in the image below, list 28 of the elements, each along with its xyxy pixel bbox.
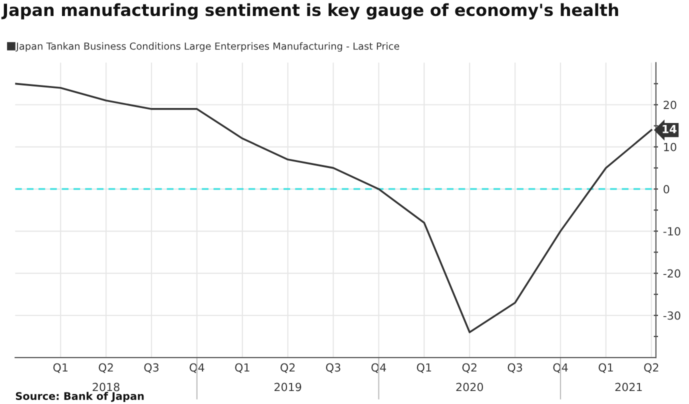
data-label: 14 bbox=[662, 124, 676, 134]
x-tick-label: Q3 bbox=[508, 363, 522, 373]
x-tick-label: Q2 bbox=[98, 363, 113, 373]
x-tick-label: Q2 bbox=[280, 363, 295, 373]
x-tick-label: Q3 bbox=[144, 363, 159, 373]
legend-label: Japan Tankan Business Conditions Large Enterprises Manufacturing - Last Price bbox=[16, 42, 400, 52]
y-tick-label: -10 bbox=[663, 227, 680, 236]
chart-title: Japan manufacturing sentiment is key gauge of economy's health bbox=[1, 3, 618, 20]
x-tick-label: Q1 bbox=[235, 363, 250, 373]
y-tick-label: -20 bbox=[663, 269, 680, 278]
text: 2019 bbox=[274, 382, 302, 392]
x-tick-label: Q4 bbox=[190, 363, 204, 373]
x-tick-label: Q1 bbox=[598, 363, 613, 373]
x-tick-label: Q2 bbox=[644, 363, 658, 373]
source-note: Source: Bank of Japan bbox=[16, 392, 144, 402]
x-tick-label: Q1 bbox=[416, 363, 432, 373]
y-tick-label: 10 bbox=[664, 142, 676, 152]
text: 2020 bbox=[456, 382, 484, 392]
x-tick-label: Q2 bbox=[462, 363, 476, 373]
text: 2021 bbox=[615, 382, 642, 392]
y-tick-label: 0 bbox=[664, 184, 670, 194]
x-tick-label: Q4 bbox=[371, 363, 386, 373]
x-tick-label: Q4 bbox=[553, 363, 568, 373]
x-tick-label: Q3 bbox=[326, 363, 340, 373]
y-tick-label: 20 bbox=[664, 100, 676, 110]
x-tick-label: Q1 bbox=[53, 363, 68, 373]
y-tick-label: -30 bbox=[663, 311, 680, 320]
text: 2018 bbox=[92, 382, 120, 392]
